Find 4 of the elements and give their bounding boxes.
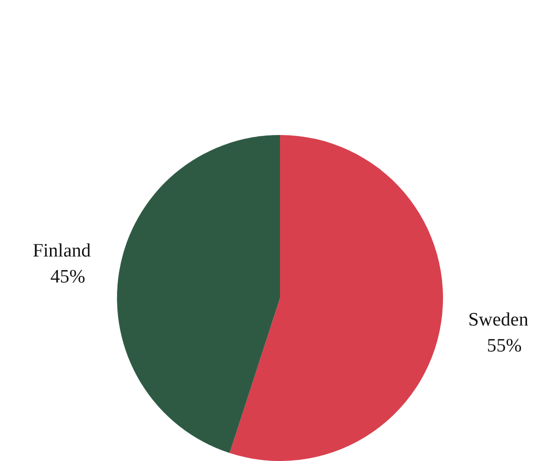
data-label: 45% <box>50 266 86 288</box>
slice-label: Finland <box>32 240 92 262</box>
data-label: 55% <box>486 336 522 357</box>
slice-label: Sweden <box>468 310 529 331</box>
